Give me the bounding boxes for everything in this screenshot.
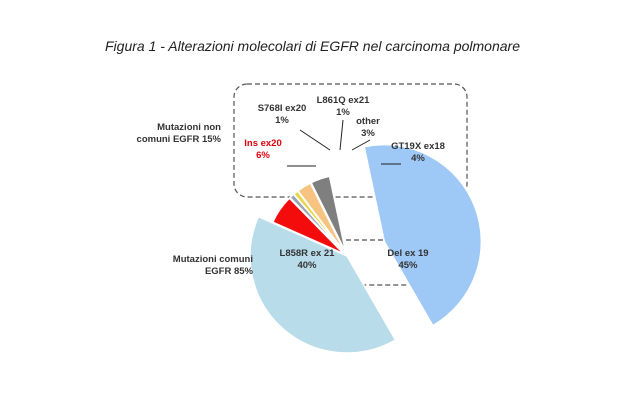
slice-value-ins-ex20: 6%: [256, 150, 270, 161]
pie-slice-l858r-ex-21: [249, 215, 397, 354]
leader-line-other: [351, 139, 371, 151]
slice-label-ins-ex20: Ins ex20: [244, 138, 282, 149]
slice-label-gt19x-ex18: GT19X ex18: [391, 141, 445, 152]
slice-value-del-ex-19: 45%: [398, 260, 418, 271]
figure-title: Figura 1 - Alterazioni molecolari di EGF…: [105, 38, 520, 54]
leader-line-s768i-ex20: [299, 129, 331, 151]
pie-slice-gt19x-ex18: [310, 175, 347, 253]
uncommon-group-label-line2: comuni EGFR 15%: [137, 134, 222, 145]
slice-label-del-ex-19: Del ex 19: [387, 248, 428, 259]
pie-slice-other: [296, 182, 346, 254]
slice-label-l858r-ex-21: L858R ex 21: [280, 248, 336, 259]
pie-slice-ins-ex20: [271, 197, 345, 255]
pie-slice-del-ex-19: [363, 143, 483, 327]
common-group-label-line1: Mutazioni comuni: [173, 254, 253, 265]
uncommon-group-label-line1: Mutazioni non: [157, 122, 221, 133]
slice-label-l861q-ex21: L861Q ex21: [317, 95, 371, 106]
slice-value-l861q-ex21: 1%: [336, 107, 350, 118]
slice-value-l858r-ex-21: 40%: [297, 260, 317, 271]
slice-value-s768i-ex20: 1%: [275, 115, 289, 126]
slice-value-other: 3%: [361, 128, 375, 139]
leader-line-l861q-ex21: [339, 119, 344, 151]
slice-label-other: other: [356, 116, 380, 127]
slice-label-s768i-ex20: S768I ex20: [258, 103, 307, 114]
slice-value-gt19x-ex18: 4%: [411, 153, 425, 164]
common-group-label-line2: EGFR 85%: [205, 266, 254, 277]
